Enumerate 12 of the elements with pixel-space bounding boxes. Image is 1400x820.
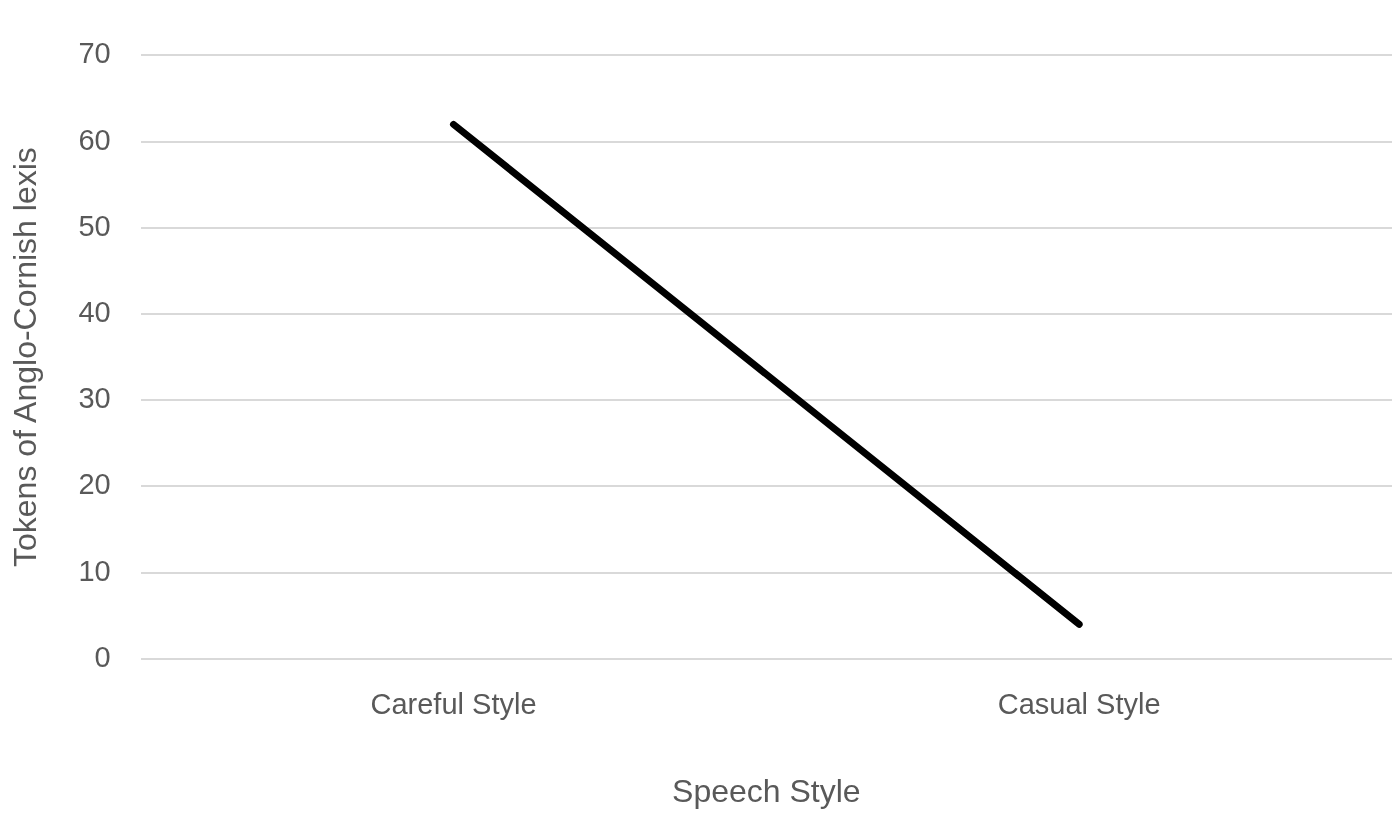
y-tick-label: 70 [78,37,111,70]
x-axis-title: Speech Style [672,772,861,809]
y-tick-label: 50 [78,209,111,242]
y-tick-label: 30 [78,382,111,415]
x-tick-label: Careful Style [370,688,537,721]
y-tick-label: 10 [78,554,111,587]
y-tick-label: 0 [94,640,111,673]
x-tick-label: Casual Style [997,688,1161,721]
y-tick-label: 20 [78,468,111,501]
y-tick-label: 60 [78,123,111,156]
y-axis-title: Tokens of Anglo-Cornish lexis [7,147,44,567]
y-tick-label: 40 [78,296,111,328]
